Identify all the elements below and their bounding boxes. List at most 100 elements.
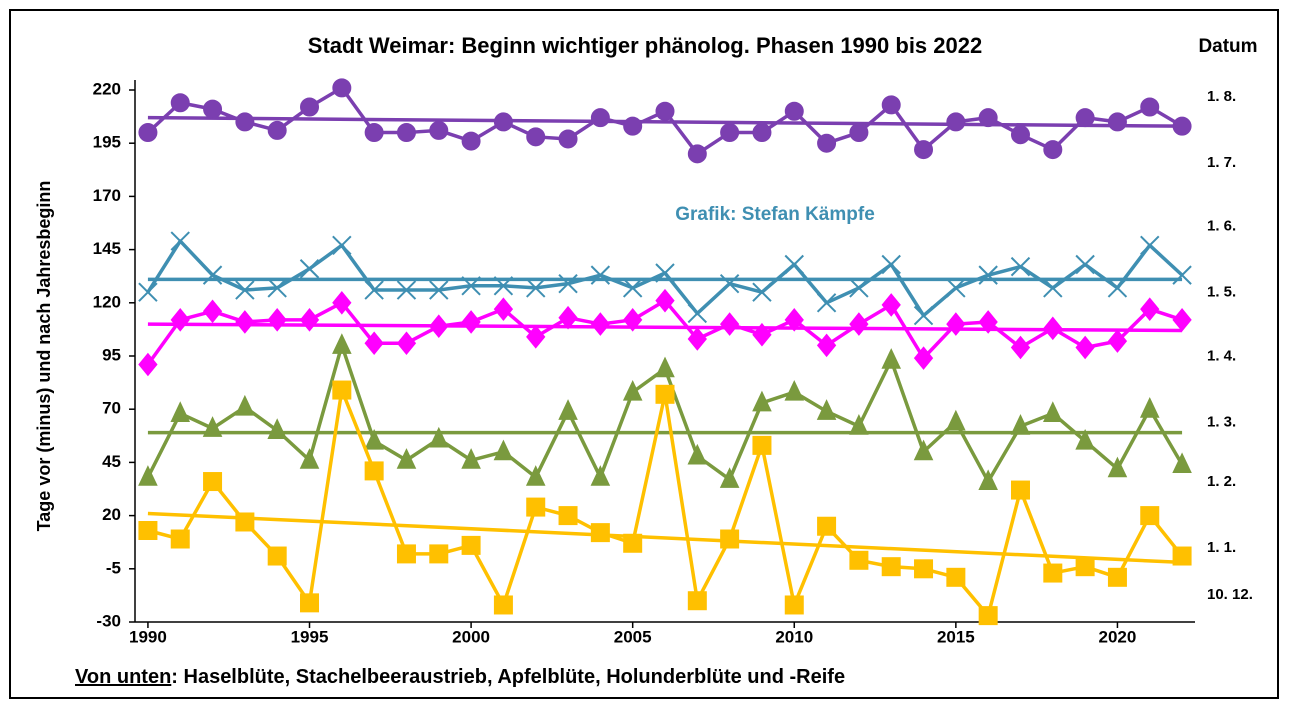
marker [623, 308, 643, 332]
marker [267, 120, 287, 140]
chart-title: Stadt Weimar: Beginn wichtiger phänolog.… [308, 33, 982, 58]
marker [396, 331, 417, 356]
marker [461, 131, 481, 151]
marker [235, 512, 255, 532]
annotation: Grafik: Stefan Kämpfe [675, 204, 875, 225]
y2-tick-label: 1. 8. [1207, 88, 1236, 105]
x-tick-label: 2005 [614, 627, 652, 646]
marker [1172, 546, 1192, 566]
marker [526, 278, 546, 298]
marker [1010, 414, 1031, 435]
marker [364, 461, 384, 481]
marker [461, 535, 481, 555]
marker [849, 123, 869, 143]
marker [655, 263, 675, 283]
marker [1010, 335, 1031, 360]
y-tick-label: 95 [102, 345, 121, 364]
marker [332, 333, 352, 354]
marker [203, 99, 223, 119]
marker [622, 278, 643, 298]
x-tick-label: 2015 [937, 627, 975, 646]
marker [461, 276, 481, 296]
marker [267, 278, 287, 298]
y-axis-title: Tage vor (minus) und nach Jahresbeginn [34, 181, 54, 532]
marker [720, 123, 740, 143]
marker [784, 380, 805, 401]
marker [881, 95, 901, 115]
marker [784, 101, 804, 121]
marker [493, 439, 514, 461]
marker [913, 439, 934, 461]
marker [752, 435, 772, 455]
marker [267, 418, 287, 439]
marker [687, 144, 707, 164]
marker [461, 310, 481, 334]
marker [1140, 506, 1160, 526]
marker [558, 305, 578, 330]
marker [978, 108, 998, 128]
marker [849, 278, 869, 298]
marker [687, 327, 707, 351]
marker [655, 384, 675, 404]
marker [235, 310, 255, 334]
marker [1075, 557, 1095, 577]
marker [267, 546, 287, 566]
marker [816, 333, 837, 358]
marker [881, 557, 901, 577]
marker [1043, 316, 1063, 341]
y-tick-label: -30 [96, 611, 121, 630]
marker [170, 401, 191, 422]
marker [202, 299, 223, 324]
marker [396, 544, 416, 564]
marker [429, 314, 449, 338]
marker [396, 123, 416, 143]
y-tick-label: 120 [93, 292, 121, 311]
marker [138, 520, 158, 540]
marker [396, 280, 417, 300]
marker [300, 97, 320, 117]
marker [590, 108, 610, 128]
y-tick-label: 20 [102, 505, 121, 524]
x-tick-label: 1995 [291, 627, 329, 646]
marker [622, 380, 643, 401]
marker [752, 322, 772, 347]
y-tick-label: -5 [106, 558, 121, 577]
x-tick-label: 1990 [129, 627, 167, 646]
marker [913, 346, 934, 370]
marker [1043, 140, 1063, 160]
trend-line [147, 322, 1183, 333]
marker [364, 428, 384, 450]
marker [1075, 428, 1095, 450]
marker [1140, 297, 1160, 321]
series [138, 288, 1192, 377]
marker [978, 310, 998, 334]
marker [558, 273, 578, 294]
marker [913, 305, 934, 326]
marker [332, 380, 352, 400]
marker [914, 559, 934, 579]
marker [817, 516, 837, 536]
marker [203, 472, 223, 492]
series [138, 380, 1192, 626]
marker [655, 356, 675, 378]
marker [752, 390, 772, 412]
marker [1172, 452, 1192, 474]
marker [1140, 235, 1160, 256]
marker [396, 448, 417, 469]
marker [202, 265, 223, 285]
marker [752, 282, 772, 302]
marker [525, 465, 546, 486]
y2-tick-label: 1. 7. [1207, 154, 1236, 171]
marker [1107, 456, 1128, 478]
marker [493, 595, 513, 615]
marker [332, 78, 352, 98]
x-tick-label: 2010 [775, 627, 813, 646]
marker [558, 129, 578, 149]
series [138, 231, 1192, 326]
marker [687, 303, 708, 324]
marker [655, 101, 675, 121]
marker [558, 506, 578, 526]
marker [1107, 112, 1127, 132]
marker [914, 140, 934, 160]
